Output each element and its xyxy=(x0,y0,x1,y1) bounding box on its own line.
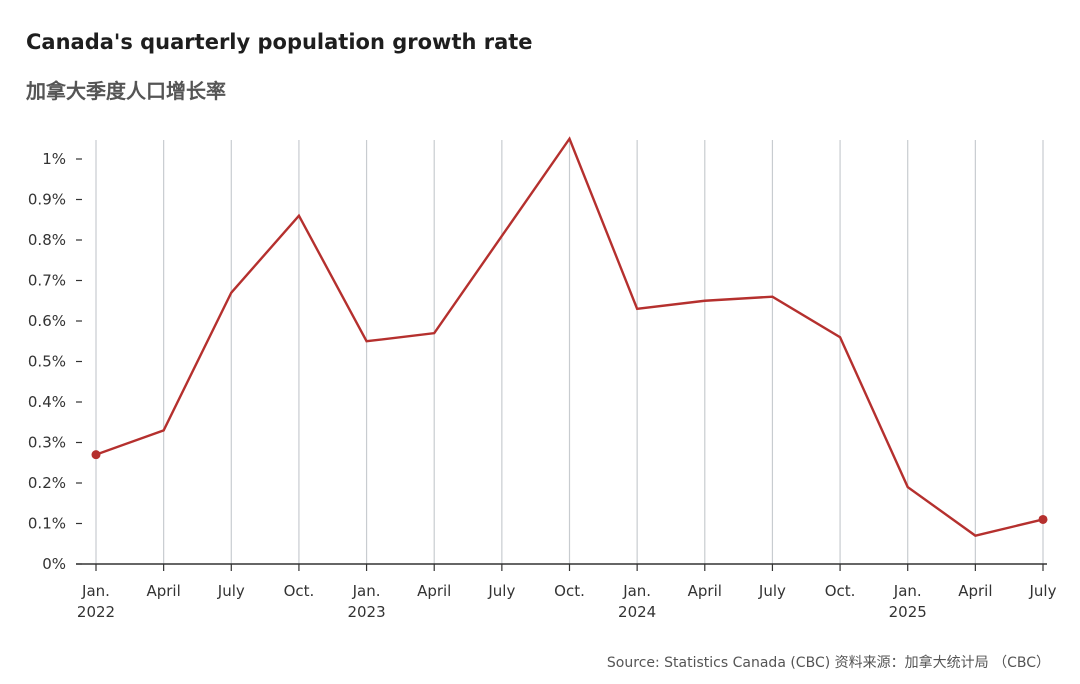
gridlines xyxy=(76,140,1047,565)
x-tick-label: Oct. xyxy=(284,582,315,600)
x-tick-year-label: 2022 xyxy=(77,603,115,621)
x-tick-label: Oct. xyxy=(554,582,585,600)
x-tick-label: April xyxy=(146,582,180,600)
series-line xyxy=(95,136,1044,537)
x-tick-label: Jan. xyxy=(893,582,922,600)
x-tick-label: Oct. xyxy=(825,582,856,600)
y-axis: 0% 0.1% 0.2% 0.3% 0.4% 0.5% 0.6% 0.7% 0.8% 0.9% 1% xyxy=(28,150,82,573)
y-tick-label: 0.2% xyxy=(28,474,66,492)
y-tick-label: 0.8% xyxy=(28,231,66,249)
y-tick-label: 1% xyxy=(42,150,66,168)
y-tick-label: 0% xyxy=(42,555,66,573)
x-tick-year-label: 2024 xyxy=(618,603,656,621)
x-tick-label: July xyxy=(758,582,786,600)
x-tick-label: April xyxy=(958,582,992,600)
endpoint-marker xyxy=(1038,514,1048,524)
y-tick-label: 0.4% xyxy=(28,393,66,411)
y-tick-label: 0.1% xyxy=(28,515,66,533)
x-axis: Jan. 2022 April July Oct. Jan. 2023 April July Oc… xyxy=(77,564,1057,621)
chart-title: Canada's quarterly population growth rat… xyxy=(26,30,533,54)
x-tick-label: April xyxy=(417,582,451,600)
x-tick-year-label: 2025 xyxy=(889,603,927,621)
source-note: Source: Statistics Canada (CBC) 资料来源：加拿大… xyxy=(606,655,1050,671)
x-tick-label: Jan. xyxy=(81,582,110,600)
x-tick-label: April xyxy=(688,582,722,600)
x-tick-label: Jan. xyxy=(622,582,651,600)
x-tick-label: July xyxy=(487,582,515,600)
y-tick-label: 0.3% xyxy=(28,434,66,452)
chart-subtitle: 加拿大季度人口增长率 xyxy=(26,79,226,103)
y-tick-label: 0.7% xyxy=(28,272,66,290)
x-tick-year-label: 2023 xyxy=(347,603,385,621)
x-tick-label: July xyxy=(217,582,245,600)
x-tick-label: Jan. xyxy=(352,582,381,600)
series xyxy=(91,136,1048,537)
y-tick-label: 0.6% xyxy=(28,312,66,330)
endpoint-marker xyxy=(91,450,101,460)
y-tick-label: 0.5% xyxy=(28,353,66,371)
x-tick-label: July xyxy=(1029,582,1057,600)
y-tick-label: 0.9% xyxy=(28,191,66,209)
